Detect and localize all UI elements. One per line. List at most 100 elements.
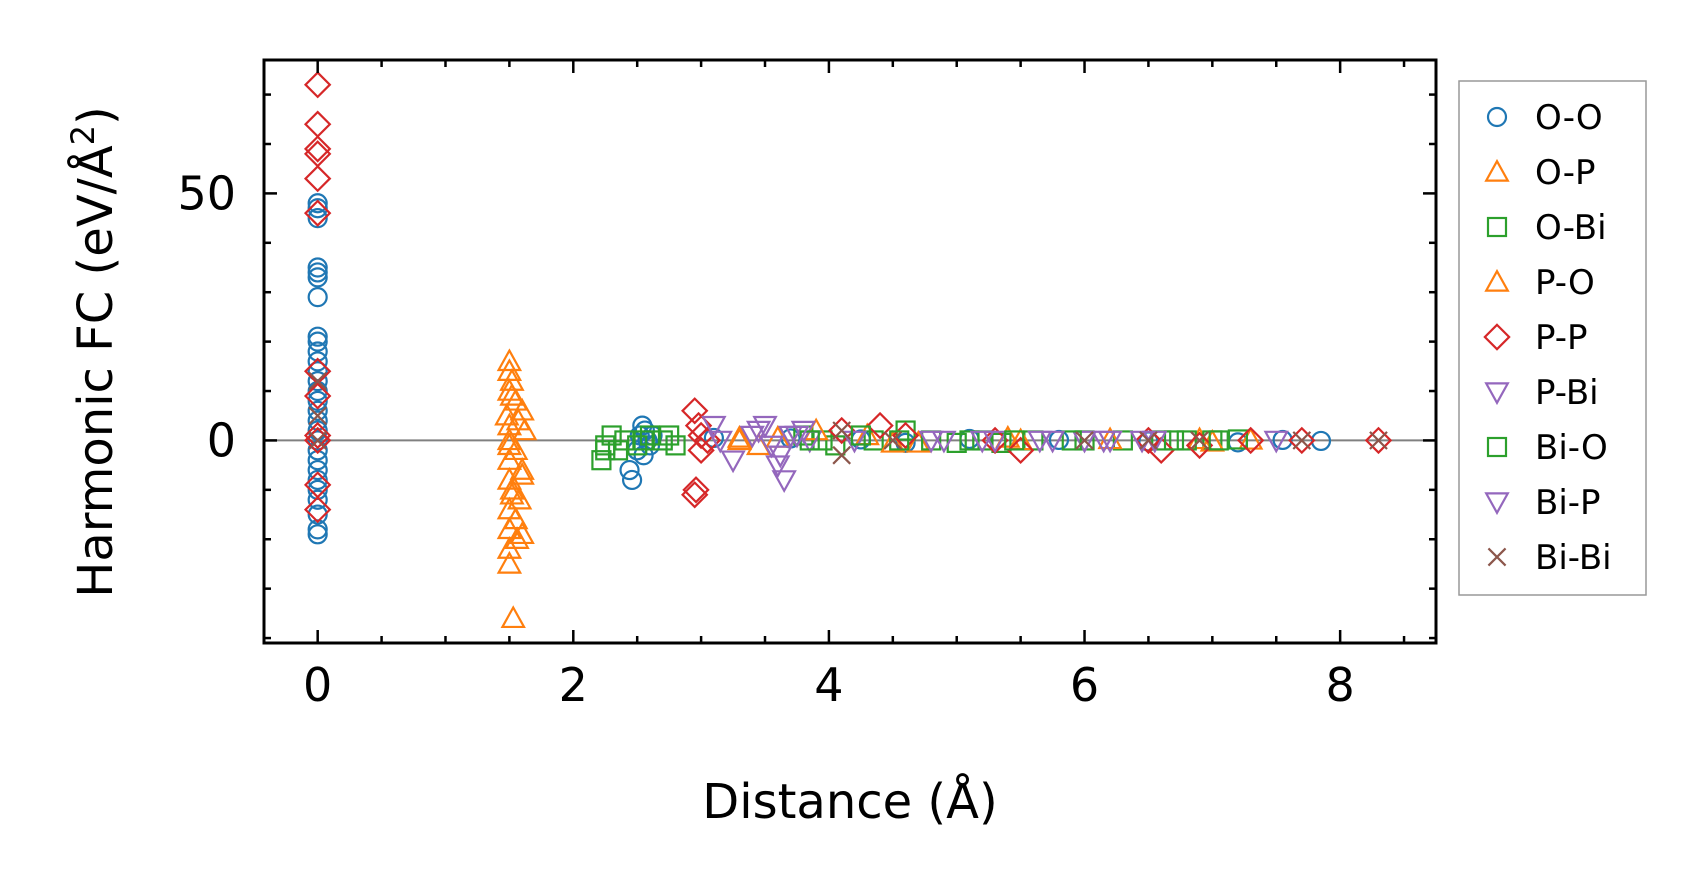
legend-label: Bi-P <box>1535 483 1601 523</box>
legend-marker <box>1486 436 1508 458</box>
data-point <box>505 407 532 431</box>
y-axis-label-superscript: 2 <box>64 125 102 145</box>
data-point <box>307 198 328 219</box>
data-point <box>850 425 871 446</box>
y-axis-label-close: ) <box>68 106 124 125</box>
series-bi-bi <box>308 371 1388 465</box>
data-point <box>918 430 944 454</box>
data-point <box>496 550 523 574</box>
legend-marker <box>1487 547 1507 567</box>
data-point <box>307 459 328 481</box>
data-point <box>509 461 535 485</box>
data-point <box>693 426 722 455</box>
data-point <box>969 430 995 454</box>
data-point <box>509 521 535 545</box>
data-point <box>307 267 328 288</box>
series-o-p <box>494 348 1264 629</box>
data-point <box>504 526 530 549</box>
data-point <box>832 421 852 440</box>
data-point <box>959 430 980 451</box>
data-point <box>866 411 894 440</box>
data-point <box>827 416 856 445</box>
data-point <box>1364 426 1393 455</box>
series-bi-p <box>707 420 1289 469</box>
legend-frame <box>1458 80 1647 596</box>
data-point <box>1190 431 1209 450</box>
data-point <box>639 425 661 446</box>
data-point <box>752 415 778 439</box>
data-point <box>619 459 640 481</box>
data-point <box>1208 430 1229 451</box>
data-point <box>681 397 709 425</box>
data-point <box>659 425 680 446</box>
data-point <box>883 431 903 450</box>
x-axis-label: Distance (Å) <box>702 773 997 830</box>
data-point <box>307 524 328 545</box>
data-point <box>307 489 328 510</box>
x-tick-label: 4 <box>814 658 843 712</box>
data-point <box>1139 431 1158 450</box>
legend-marker <box>1484 492 1510 516</box>
data-point <box>1134 426 1163 455</box>
data-point <box>889 430 910 451</box>
data-point <box>307 326 328 347</box>
legend-item-p-p: P-P <box>1483 318 1588 358</box>
legend-marker <box>1486 216 1508 238</box>
data-point <box>509 397 535 421</box>
data-point <box>506 486 533 510</box>
series-p-p <box>303 70 1393 524</box>
data-point <box>1075 431 1094 450</box>
data-point <box>308 371 328 391</box>
data-point <box>307 430 328 451</box>
data-point <box>652 430 673 451</box>
y-tick-label: 0 <box>207 413 236 467</box>
data-point <box>621 469 643 491</box>
data-point <box>303 164 332 193</box>
data-point <box>1227 429 1248 450</box>
data-point <box>303 110 332 138</box>
data-point <box>500 605 526 629</box>
y-tick-label: 50 <box>177 166 236 220</box>
legend-marker <box>1486 106 1508 128</box>
legend-item-bi-p: Bi-P <box>1484 483 1601 523</box>
data-point <box>1238 426 1264 450</box>
legend-item-bi-o: Bi-O <box>1486 428 1608 468</box>
data-point <box>880 429 906 453</box>
data-point <box>303 135 332 163</box>
data-point <box>687 436 715 465</box>
data-point <box>1263 430 1289 454</box>
data-point <box>307 351 328 372</box>
data-point <box>307 504 328 525</box>
data-point <box>825 435 846 456</box>
data-point <box>509 457 535 480</box>
series-o-o <box>307 193 1332 545</box>
data-point <box>739 425 765 449</box>
data-point <box>1292 431 1312 450</box>
legend-item-o-p: O-P <box>1484 153 1595 193</box>
data-point <box>595 440 616 461</box>
legend-marker <box>1484 268 1510 292</box>
data-point <box>1236 426 1265 455</box>
data-points-layer <box>303 70 1393 629</box>
data-point <box>1071 430 1098 454</box>
data-point <box>1061 430 1082 451</box>
data-point <box>982 430 1008 454</box>
data-point <box>701 415 727 439</box>
data-point <box>494 402 520 426</box>
series-bi-o <box>595 425 1229 461</box>
data-point <box>499 476 525 500</box>
data-point <box>1369 431 1388 450</box>
data-point <box>307 400 328 421</box>
data-point <box>307 371 328 392</box>
x-tick-label: 6 <box>1070 658 1099 712</box>
data-point <box>496 432 523 456</box>
data-point <box>681 481 709 509</box>
legend-label: O-Bi <box>1535 208 1607 248</box>
data-point <box>765 455 791 479</box>
data-point <box>1027 430 1053 454</box>
data-point <box>303 382 332 410</box>
data-point <box>1006 436 1035 465</box>
data-point <box>1288 426 1316 455</box>
data-point <box>832 445 852 465</box>
legend-marker <box>1484 382 1510 406</box>
